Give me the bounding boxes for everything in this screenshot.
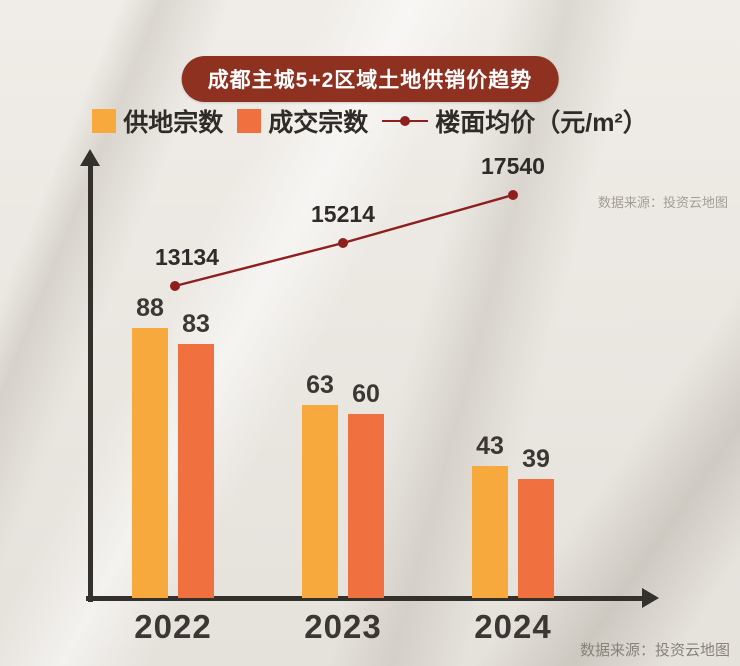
price-value-label: 17540 — [481, 153, 545, 179]
legend-swatch-icon — [237, 109, 262, 133]
bar-value-label: 39 — [522, 445, 550, 473]
legend-item-3: 楼面均价（元/m²） — [382, 103, 648, 139]
bar-supply-2022 — [132, 328, 168, 598]
legend-line-symbol-icon — [382, 109, 429, 133]
y-axis-line — [88, 166, 93, 602]
bar-sold-2022 — [178, 344, 214, 598]
legend-swatch-icon — [92, 109, 117, 133]
chart-title-badge: 成都主城5+2区域土地供销价趋势 — [181, 56, 559, 102]
legend-item-1: 供地宗数 — [92, 103, 223, 139]
bar-sold-2023 — [348, 414, 384, 598]
x-axis-line — [86, 596, 644, 601]
x-axis-arrow-icon — [642, 588, 659, 608]
bar-sold-2024 — [518, 479, 554, 598]
legend-label: 供地宗数 — [123, 109, 224, 137]
chart-title: 成都主城5+2区域土地供销价趋势 — [207, 69, 533, 92]
price-value-label: 13134 — [155, 244, 219, 270]
bar-supply-2024 — [472, 466, 508, 598]
legend-item-2: 成交宗数 — [237, 103, 368, 139]
source-watermark-bottom: 数据来源：投资云地图 — [579, 642, 730, 659]
source-watermark-top: 数据来源：投资云地图 — [597, 195, 728, 210]
bar-value-label: 60 — [352, 380, 380, 408]
legend: 供地宗数 成交宗数 楼面均价（元/m²） — [0, 103, 740, 139]
legend-label: 楼面均价（元/m²） — [435, 109, 648, 137]
bar-value-label: 43 — [476, 432, 504, 460]
y-axis-arrow-icon — [80, 149, 100, 166]
bar-supply-2023 — [302, 405, 338, 598]
price-value-label: 15214 — [311, 201, 375, 227]
legend-label: 成交宗数 — [268, 109, 369, 137]
bar-value-label: 88 — [136, 294, 164, 322]
x-tick-label-2024: 2024 — [474, 608, 552, 645]
x-tick-label-2022: 2022 — [134, 608, 212, 645]
bar-value-label: 63 — [306, 371, 334, 399]
x-tick-label-2023: 2023 — [304, 608, 382, 645]
bar-value-label: 83 — [182, 310, 210, 338]
